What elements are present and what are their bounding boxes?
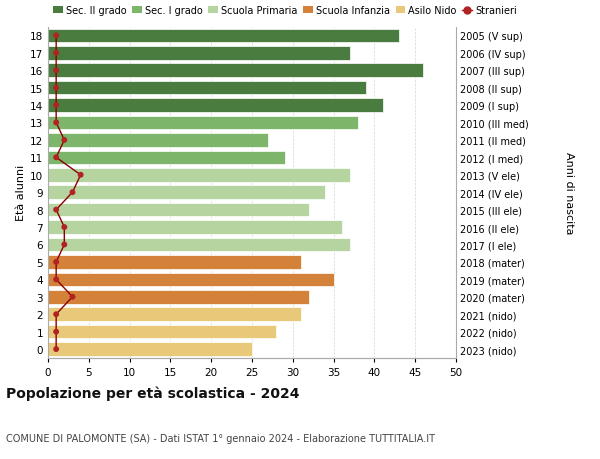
- Bar: [48, 238, 350, 252]
- Bar: [48, 342, 252, 356]
- Point: [52, 154, 61, 162]
- Point: [52, 85, 61, 92]
- Point: [52, 276, 61, 283]
- Bar: [48, 47, 350, 61]
- Point: [52, 311, 61, 318]
- Point: [59, 224, 69, 231]
- Point: [52, 259, 61, 266]
- Point: [52, 346, 61, 353]
- Bar: [48, 256, 301, 269]
- Bar: [48, 325, 277, 339]
- Bar: [48, 134, 268, 147]
- Bar: [48, 203, 309, 217]
- Point: [52, 102, 61, 110]
- Point: [52, 119, 61, 127]
- Bar: [48, 273, 334, 286]
- Bar: [48, 151, 284, 165]
- Bar: [48, 291, 309, 304]
- Bar: [48, 82, 366, 95]
- Point: [52, 33, 61, 40]
- Point: [52, 328, 61, 336]
- Legend: Sec. II grado, Sec. I grado, Scuola Primaria, Scuola Infanzia, Asilo Nido, Stran: Sec. II grado, Sec. I grado, Scuola Prim…: [53, 6, 517, 16]
- Point: [52, 207, 61, 214]
- Bar: [48, 186, 325, 200]
- Text: Popolazione per età scolastica - 2024: Popolazione per età scolastica - 2024: [6, 386, 299, 400]
- Bar: [48, 64, 424, 78]
- Text: COMUNE DI PALOMONTE (SA) - Dati ISTAT 1° gennaio 2024 - Elaborazione TUTTITALIA.: COMUNE DI PALOMONTE (SA) - Dati ISTAT 1°…: [6, 433, 435, 442]
- Point: [52, 67, 61, 75]
- Point: [59, 137, 69, 144]
- Point: [59, 241, 69, 249]
- Point: [68, 293, 77, 301]
- Y-axis label: Età alunni: Età alunni: [16, 165, 26, 221]
- Bar: [48, 99, 383, 112]
- Point: [68, 189, 77, 196]
- Bar: [48, 29, 399, 43]
- Bar: [48, 168, 350, 182]
- Y-axis label: Anni di nascita: Anni di nascita: [563, 151, 574, 234]
- Bar: [48, 117, 358, 130]
- Point: [76, 172, 85, 179]
- Bar: [48, 308, 301, 321]
- Point: [52, 50, 61, 57]
- Bar: [48, 221, 342, 235]
